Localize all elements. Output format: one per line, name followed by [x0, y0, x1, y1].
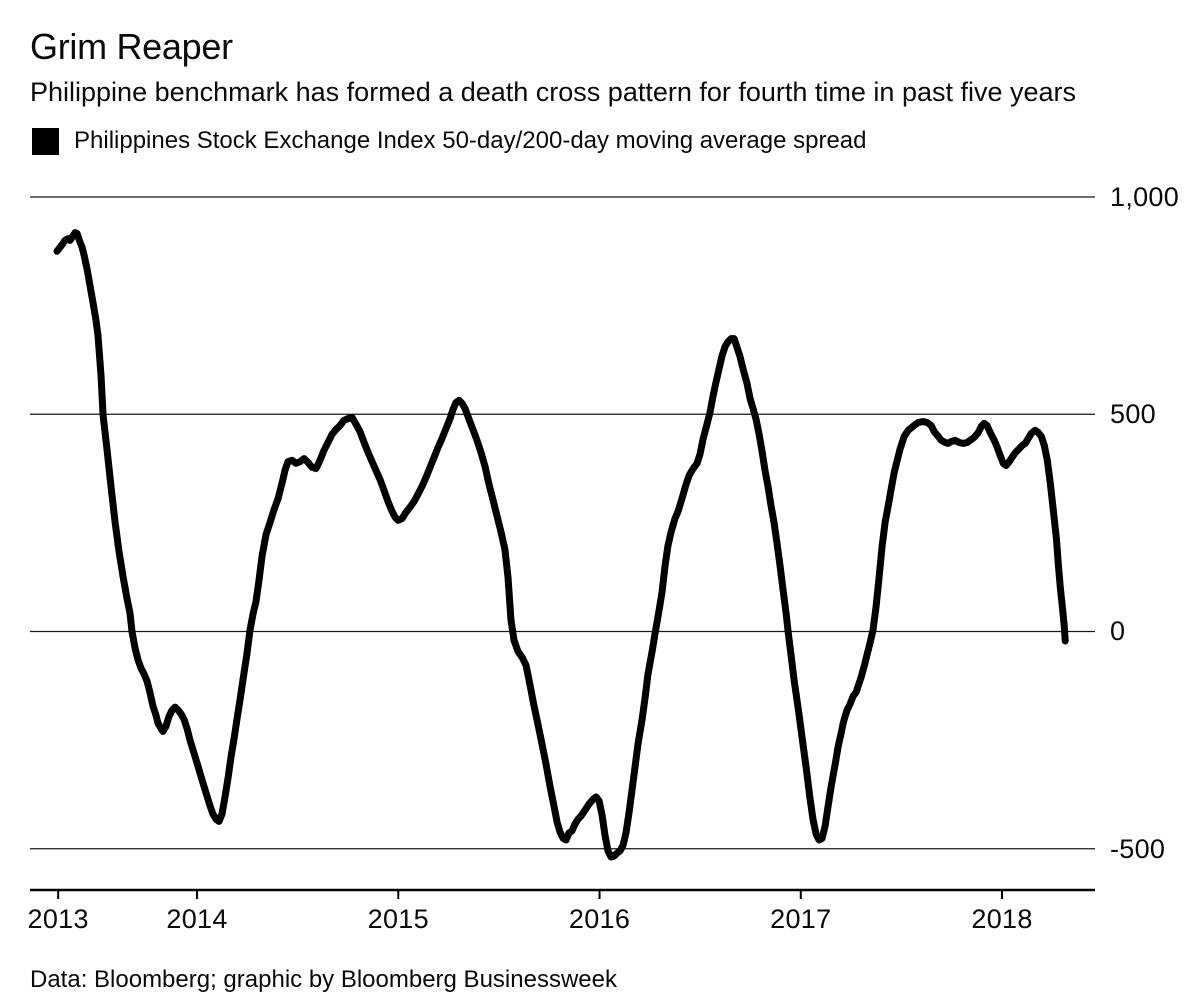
x-axis-label-2015: 2015 [367, 904, 429, 934]
legend: Philippines Stock Exchange Index 50-day/… [32, 127, 867, 155]
x-axis-label-2014: 2014 [166, 904, 228, 934]
x-axis-label-2016: 2016 [568, 904, 631, 934]
y-axis-label--500: -500 [1110, 833, 1166, 864]
legend-label: Philippines Stock Exchange Index 50-day/… [74, 127, 867, 154]
x-axis-label-2017: 2017 [770, 904, 832, 934]
page-title: Grim Reaper [30, 26, 233, 67]
x-axis-label-2013: 2013 [27, 904, 89, 934]
y-axis-label-0: 0 [1110, 616, 1126, 647]
series-line-ma-spread [53, 229, 1069, 861]
y-axis-label-500: 500 [1110, 399, 1156, 430]
legend-swatch-icon [32, 127, 59, 155]
y-axis-label-1,000: 1,000 [1110, 182, 1180, 212]
page-subtitle: Philippine benchmark has formed a death … [30, 77, 1077, 107]
x-axis-label-2018: 2018 [971, 904, 1033, 934]
source-note: Data: Bloomberg; graphic by Bloomberg Bu… [30, 966, 617, 993]
